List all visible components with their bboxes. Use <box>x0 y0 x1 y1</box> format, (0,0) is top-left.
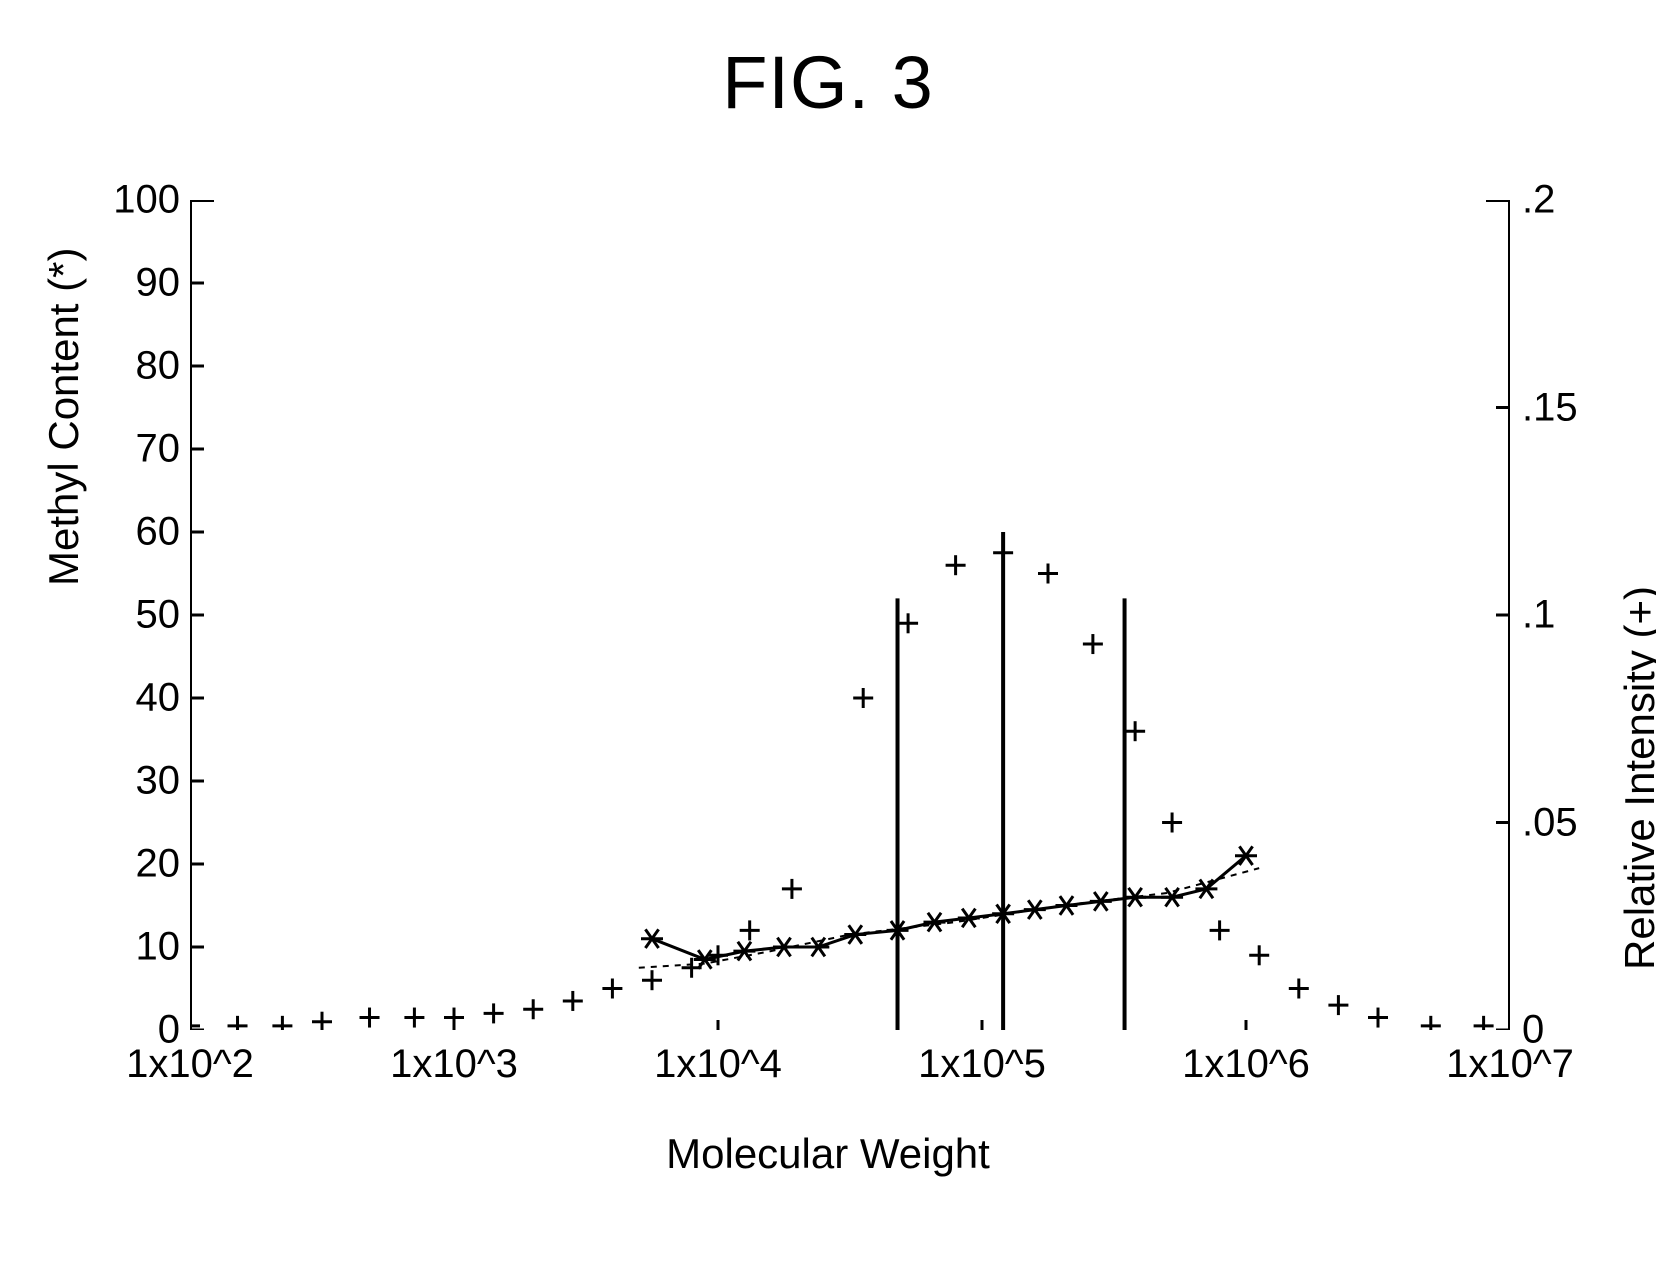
tick-label: 30 <box>136 759 181 804</box>
figure-container: FIG. 3 Methyl Content (*) Relative Inten… <box>0 0 1656 1271</box>
x-axis-label: Molecular Weight <box>0 1130 1656 1178</box>
tick-label: 1x10^3 <box>390 1042 518 1087</box>
tick-label: 1x10^6 <box>1182 1042 1310 1087</box>
tick-label: 10 <box>136 925 181 970</box>
tick-label: 100 <box>113 178 180 223</box>
tick-label: 1x10^7 <box>1446 1042 1574 1087</box>
tick-label: 20 <box>136 842 181 887</box>
figure-title: FIG. 3 <box>0 40 1656 125</box>
tick-label: 50 <box>136 593 181 638</box>
y-right-axis-label: Relative Intensity (+) <box>1616 586 1656 970</box>
y-left-axis-label: Methyl Content (*) <box>40 248 88 586</box>
tick-label: .2 <box>1522 178 1555 223</box>
tick-label: 1x10^2 <box>126 1042 254 1087</box>
tick-label: 70 <box>136 427 181 472</box>
tick-label: 1x10^5 <box>918 1042 1046 1087</box>
plot-svg <box>190 200 1510 1030</box>
tick-label: 1x10^4 <box>654 1042 782 1087</box>
tick-label: .15 <box>1522 385 1578 430</box>
tick-label: 40 <box>136 676 181 721</box>
tick-label: 90 <box>136 261 181 306</box>
plot-area <box>190 200 1510 1030</box>
tick-label: 80 <box>136 344 181 389</box>
tick-label: .1 <box>1522 593 1555 638</box>
tick-label: .05 <box>1522 800 1578 845</box>
tick-label: 60 <box>136 510 181 555</box>
